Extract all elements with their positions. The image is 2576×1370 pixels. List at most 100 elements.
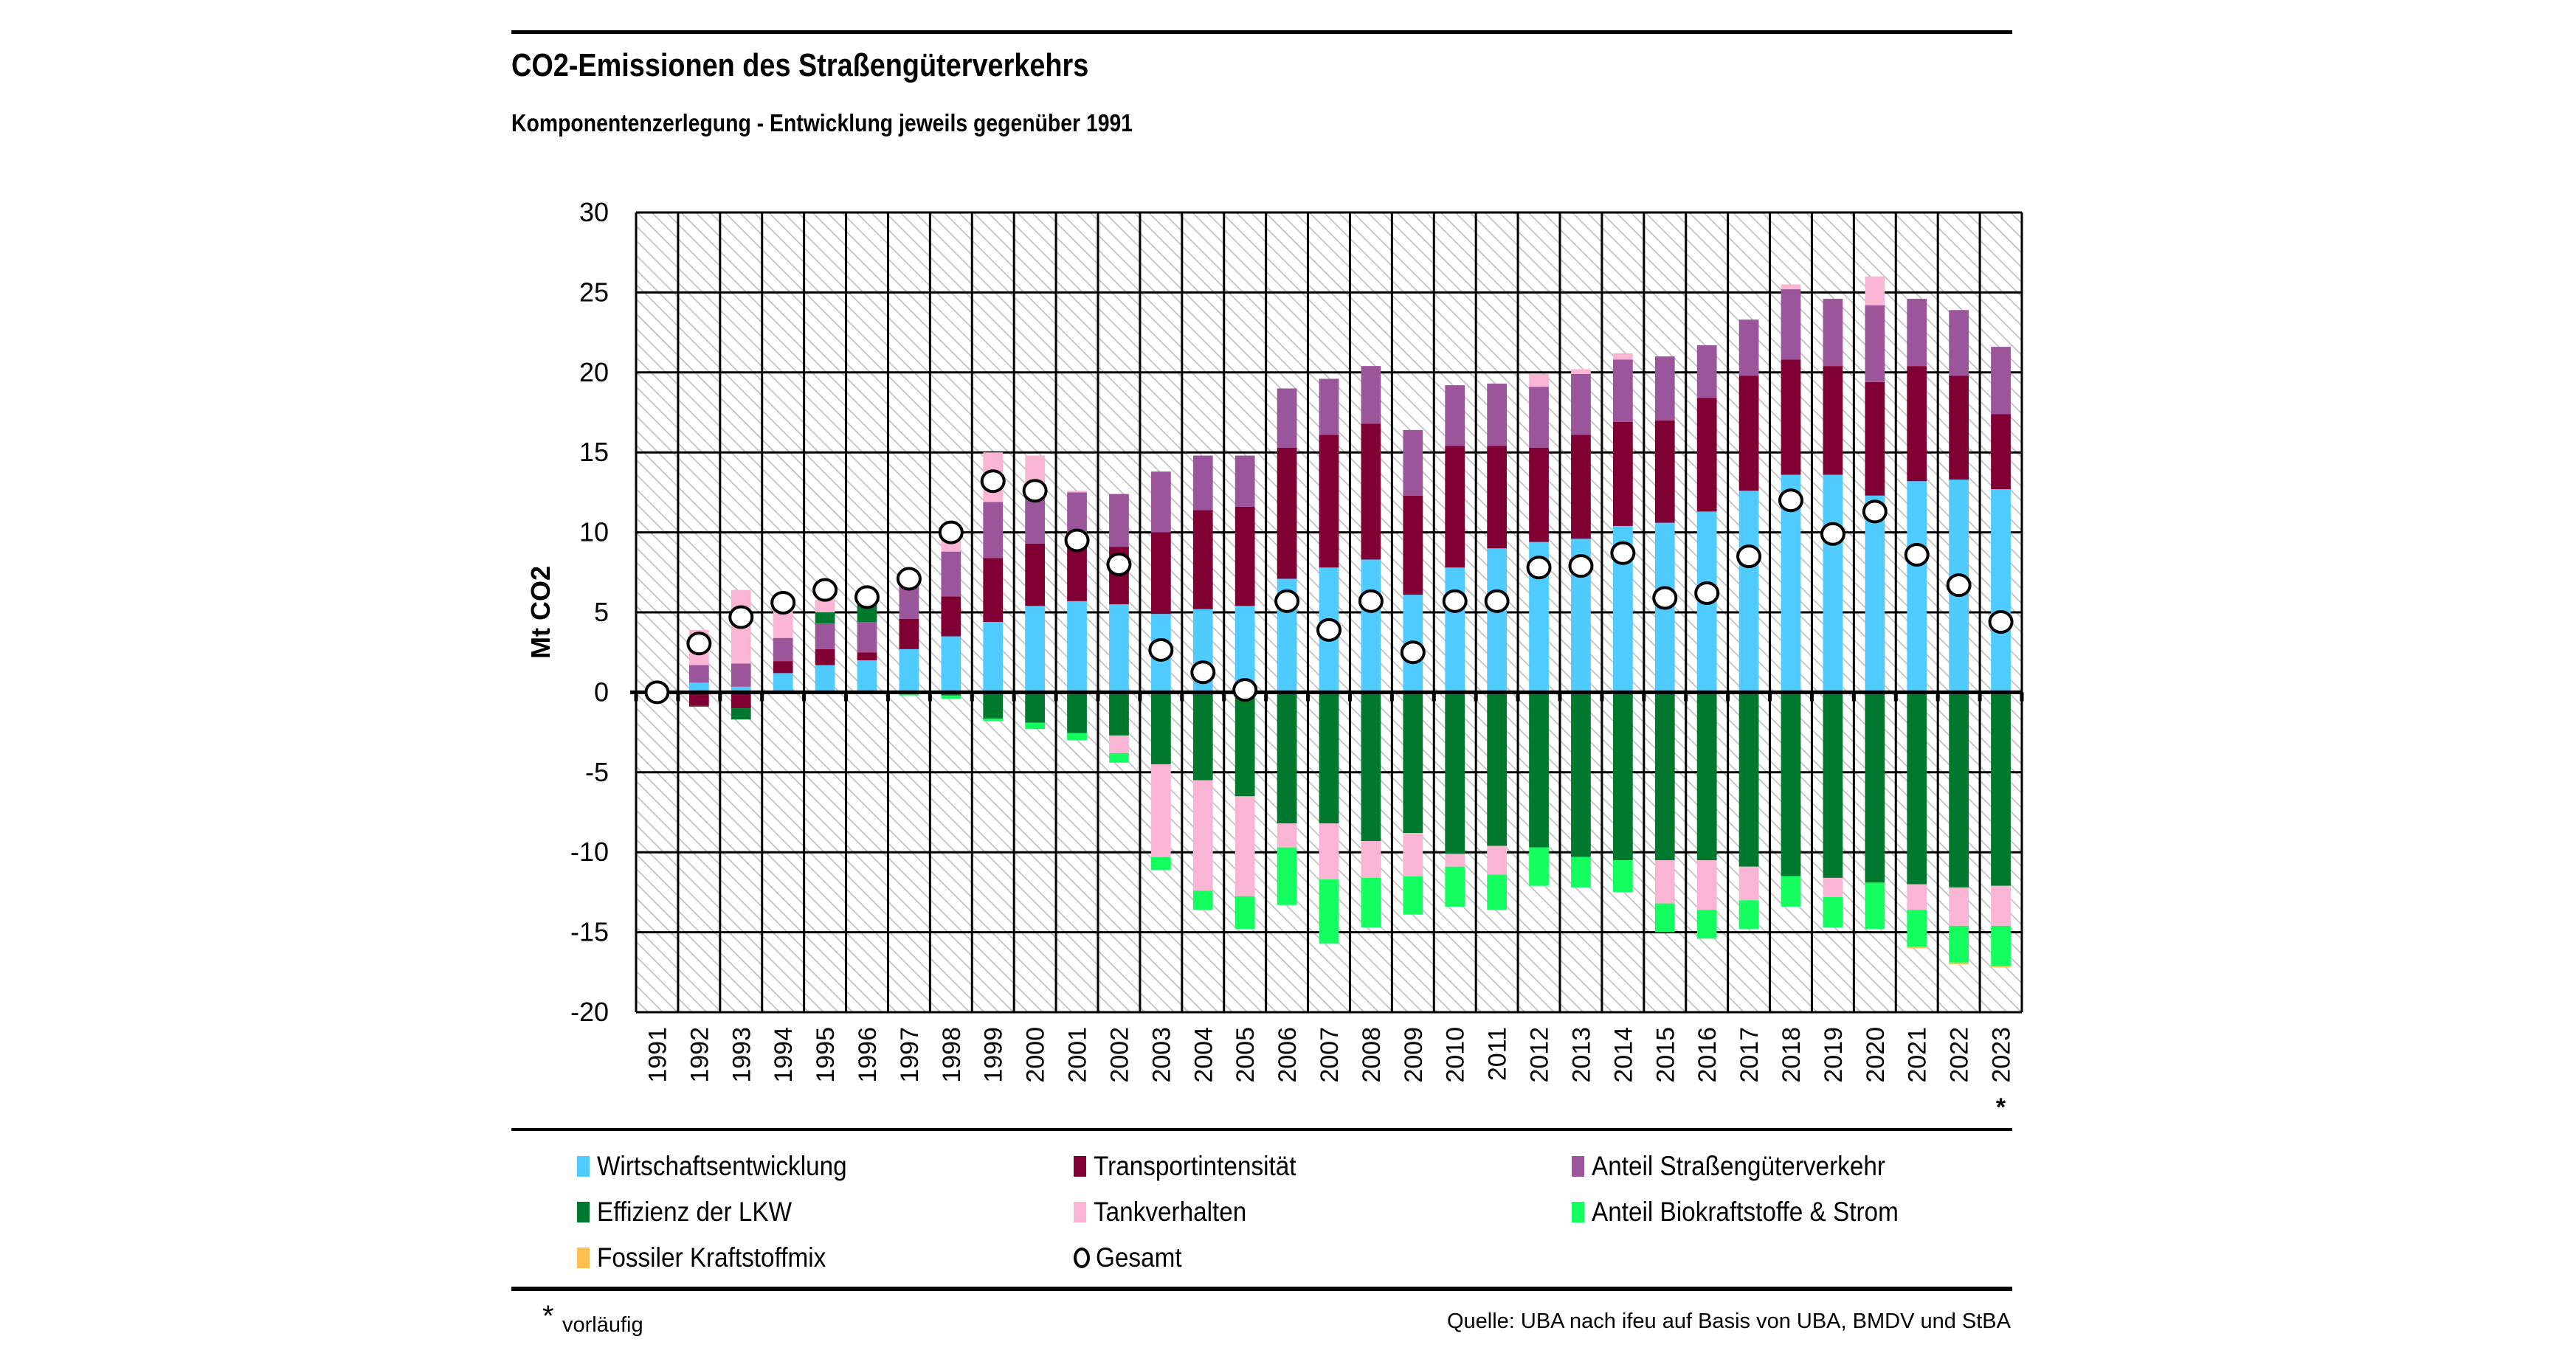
x-tick-label: 2003 bbox=[1147, 1027, 1175, 1083]
bar-segment-wirtschaft bbox=[1738, 491, 1759, 693]
bar-segment-anteil_strasse bbox=[941, 551, 961, 597]
bar-segment-transport bbox=[1529, 447, 1549, 542]
y-tick-label: 5 bbox=[594, 597, 609, 627]
bar-segment-transport bbox=[1150, 532, 1171, 615]
total-marker bbox=[1568, 554, 1594, 578]
bar-segment-bio bbox=[1738, 900, 1759, 930]
bar-segment-transport bbox=[1277, 447, 1297, 579]
bar-segment-tank bbox=[1529, 373, 1549, 387]
x-tick-label: 2005 bbox=[1232, 1027, 1260, 1083]
bar-segment-effizienz bbox=[1487, 692, 1508, 846]
legend-item-wirtschaft: Wirtschaftsentwicklung bbox=[577, 1151, 874, 1182]
total-marker bbox=[1610, 541, 1636, 565]
bar-segment-effizienz bbox=[1865, 692, 1885, 883]
bar-segment-tank bbox=[1192, 780, 1213, 891]
total-marker bbox=[1820, 522, 1845, 546]
x-tick-label: 2021 bbox=[1904, 1027, 1932, 1083]
total-marker bbox=[1148, 637, 1174, 662]
bar-segment-effizienz bbox=[1445, 692, 1465, 854]
bar-segment-transport bbox=[1612, 422, 1633, 526]
bar-segment-effizienz bbox=[1991, 692, 2011, 886]
bars bbox=[688, 276, 2011, 968]
bar-segment-tank bbox=[1823, 877, 1843, 897]
bar-segment-anteil_strasse bbox=[1865, 305, 1885, 382]
bar-segment-wirtschaft bbox=[1361, 559, 1381, 693]
bar-segment-bio bbox=[1865, 882, 1885, 930]
bar-segment-anteil_strasse bbox=[815, 623, 835, 649]
total-marker bbox=[1232, 678, 1258, 702]
bar-segment-transport bbox=[1319, 435, 1339, 568]
bar-segment-bio bbox=[1907, 910, 1927, 947]
bar-segment-transport bbox=[1991, 414, 2011, 490]
bar-segment-anteil_strasse bbox=[1907, 299, 1927, 367]
bar-segment-bio bbox=[1949, 925, 1969, 963]
total-marker bbox=[1778, 488, 1803, 513]
x-tick-label: 2007 bbox=[1316, 1027, 1344, 1083]
bar-segment-tank bbox=[1696, 860, 1717, 910]
bar-segment-anteil_strasse bbox=[1150, 471, 1171, 533]
bar-segment-effizienz bbox=[1235, 692, 1255, 797]
legend-label: Anteil Biokraftstoffe & Strom bbox=[1592, 1197, 1899, 1227]
bar-segment-anteil_strasse bbox=[1654, 356, 1675, 421]
bar-segment-anteil_strasse bbox=[1109, 494, 1129, 547]
y-axis-label: Mt CO2 bbox=[525, 566, 556, 659]
total-marker bbox=[1442, 589, 1468, 613]
bar-segment-transport bbox=[1738, 376, 1759, 491]
bar-segment-effizienz bbox=[1571, 692, 1591, 857]
bar-segment-transport bbox=[857, 652, 877, 661]
legend-swatch bbox=[1074, 1156, 1086, 1177]
bar-segment-transport bbox=[1781, 359, 1801, 475]
bar-segment-bio bbox=[1192, 890, 1213, 910]
bar-segment-anteil_strasse bbox=[1823, 299, 1843, 367]
bar-segment-anteil_strasse bbox=[731, 663, 751, 687]
bar-segment-tank bbox=[1235, 796, 1255, 896]
total-marker bbox=[686, 632, 712, 656]
x-tick-label: 2019 bbox=[1820, 1027, 1848, 1083]
bar-segment-effizienz bbox=[1612, 692, 1633, 861]
bar-segment-effizienz bbox=[1738, 692, 1759, 867]
bar-segment-transport bbox=[1865, 381, 1885, 496]
bar-segment-wirtschaft bbox=[1067, 601, 1087, 693]
legend-rule bbox=[511, 1128, 2012, 1131]
bar-segment-bio bbox=[1235, 896, 1255, 930]
bar-segment-wirtschaft bbox=[1445, 567, 1465, 693]
zero-axis bbox=[630, 690, 2024, 702]
bar-segment-effizienz bbox=[1949, 692, 1969, 888]
legend-item-transport: Transportintensität bbox=[1074, 1151, 1319, 1182]
bar-segment-tank bbox=[1654, 860, 1675, 904]
bar-segment-bio bbox=[1319, 879, 1339, 944]
total-marker bbox=[1022, 479, 1048, 503]
bar-segment-anteil_strasse bbox=[1235, 455, 1255, 507]
legend-label: Wirtschaftsentwicklung bbox=[597, 1151, 847, 1181]
x-tick-label: 1999 bbox=[980, 1027, 1008, 1083]
bar-segment-fossil bbox=[1949, 962, 1969, 964]
x-tick-annotation: * bbox=[1996, 1093, 2006, 1121]
bar-segment-transport bbox=[731, 692, 751, 709]
bar-segment-tank bbox=[1319, 823, 1339, 880]
bar-segment-anteil_strasse bbox=[1571, 373, 1591, 435]
bar-segment-effizienz bbox=[1781, 692, 1801, 876]
bar-segment-wirtschaft bbox=[1235, 606, 1255, 693]
total-marker bbox=[1652, 586, 1678, 610]
bar-segment-transport bbox=[1571, 435, 1591, 539]
total-marker bbox=[1988, 610, 2014, 634]
y-tick-label: -20 bbox=[570, 997, 609, 1027]
bar-segment-effizienz bbox=[1907, 692, 1927, 885]
bar-segment-transport bbox=[815, 648, 835, 665]
y-tick-label: -10 bbox=[570, 837, 609, 867]
x-tick-label: 1998 bbox=[938, 1027, 966, 1083]
bar-segment-anteil_strasse bbox=[1487, 383, 1508, 446]
x-tick-label: 2008 bbox=[1358, 1027, 1386, 1083]
x-tick-label: 2012 bbox=[1526, 1027, 1554, 1083]
legend-circle-icon bbox=[1074, 1248, 1090, 1268]
total-marker bbox=[770, 590, 796, 615]
bar-segment-bio bbox=[1109, 753, 1129, 763]
bar-segment-bio bbox=[1823, 896, 1843, 928]
bar-segment-tank bbox=[1150, 764, 1171, 857]
bar-segment-anteil_strasse bbox=[1949, 310, 1969, 376]
bar-segment-wirtschaft bbox=[1991, 489, 2011, 693]
legend-swatch bbox=[1572, 1202, 1584, 1222]
bar-segment-wirtschaft bbox=[773, 673, 793, 693]
y-tick-label: -5 bbox=[585, 757, 609, 787]
